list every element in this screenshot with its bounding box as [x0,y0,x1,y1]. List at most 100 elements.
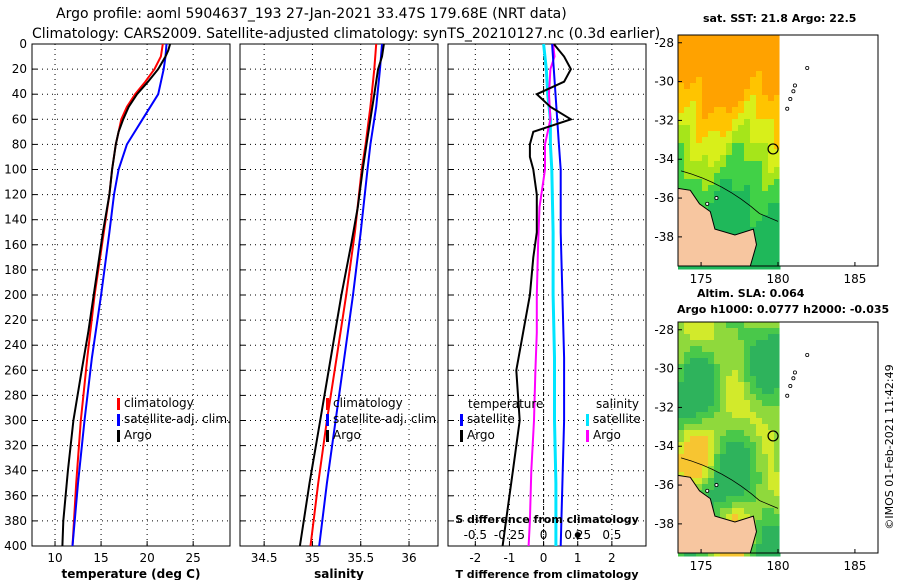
sla_map-cell [708,436,715,443]
sla_map-cell [726,466,733,473]
sst_map-cell [684,167,691,174]
sst_map-cell [756,179,763,186]
sla_map-cell [702,352,709,359]
sst_map-cell [702,47,709,54]
sla_map-cell [696,352,703,359]
sst_map-cell [762,215,769,222]
sla_map-cell [696,460,703,467]
sst_map-cell [720,119,727,126]
sla_map-cell [720,406,727,413]
sla_map-cell [720,388,727,395]
depth-tick-label: 80 [12,137,27,151]
sla_map-cell [774,406,781,413]
sla_map-cell [726,382,733,389]
sst_map-cell [684,155,691,162]
sla_map-cell [690,334,697,341]
sla_map-cell [702,472,709,479]
sst_map-cell [714,137,721,144]
sst_map-cell [690,131,697,138]
sla_map-cell [678,436,685,443]
sst_map-cell [708,53,715,60]
sla_map-cell [756,418,763,425]
sla_map-cell [750,448,757,455]
sla_map-cell [708,448,715,455]
sst_map-cell [726,71,733,78]
sla_map-cell [720,430,727,437]
salinity-argo-line [298,43,385,547]
sla_map-cell [738,382,745,389]
sst_map-cell [768,245,775,252]
sst_map-cell [678,125,685,132]
sst_map-cell [756,143,763,150]
sst_map-cell [726,155,733,162]
sst_map-cell [732,95,739,102]
sst_map-cell [768,71,775,78]
sla_map-cell [714,490,721,497]
sla_map-cell [756,364,763,371]
sst_map-cell [768,185,775,192]
sla_map-cell [702,424,709,431]
sst_map-cell [762,233,769,240]
sst_map-cell [744,47,751,54]
sla_map-cell [726,436,733,443]
sla_map-cell [774,412,781,419]
sst_map-cell [738,191,745,198]
sla_map-cell [768,376,775,383]
sst_map-cell [756,131,763,138]
sla_map-cell [756,430,763,437]
sst_map-cell [762,95,769,102]
sla_map-ytick-label: -38 [654,517,674,531]
sst_map-cell [708,197,715,204]
sla_map-cell [756,442,763,449]
sst_map-cell [684,53,691,60]
difference-marker [574,532,581,538]
sst_map-cell [702,161,709,168]
sla_map-cell [708,460,715,467]
sla_map-cell [732,340,739,347]
sla_map-cell [732,352,739,359]
sst_map-cell [750,71,757,78]
sst_map-cell [720,155,727,162]
sla_map-cell [726,358,733,365]
sst_map-cell [762,167,769,174]
sst_map-island [805,66,810,71]
sla_map-cell [708,472,715,479]
sla_map-cell [768,400,775,407]
sst_map-cell [708,101,715,108]
sla_map-cell [750,394,757,401]
sst_map-cell [726,131,733,138]
sla_map-cell [696,382,703,389]
sst_map-cell [762,107,769,114]
sla_map-cell [684,340,691,347]
sla_map-cell [714,496,721,503]
sst_map-cell [708,203,715,210]
salinity-climatology-line [309,43,378,547]
sst_map-cell [690,113,697,120]
sst_map-cell [738,47,745,54]
sla_map-cell [684,412,691,419]
salinity-satellite-line [318,43,383,547]
sst_map-cell [732,41,739,48]
sst_map-cell [708,131,715,138]
sst_map-depth-contour [680,170,779,222]
sst_map-cell [762,71,769,78]
sst_map-cell [684,107,691,114]
sst_map-cell [678,35,685,42]
sla_map-cell [738,502,745,509]
sst_map-cell [768,125,775,132]
sla_map-cell [720,424,727,431]
difference-legend-temperature-title: temperature [468,397,543,411]
sla_map-cell [762,340,769,347]
sla_map-cell [702,484,709,491]
sla_map-cell [762,472,769,479]
sst_map-cell [768,173,775,180]
sst_map-cell [714,59,721,66]
sla_map-cell [774,460,781,467]
sst_map-cell [720,203,727,210]
sst_map-cell [696,191,703,198]
sst_map-cell [768,47,775,54]
sst_map-cell [690,71,697,78]
sla_map-cell [750,466,757,473]
sla_map-cell [744,400,751,407]
